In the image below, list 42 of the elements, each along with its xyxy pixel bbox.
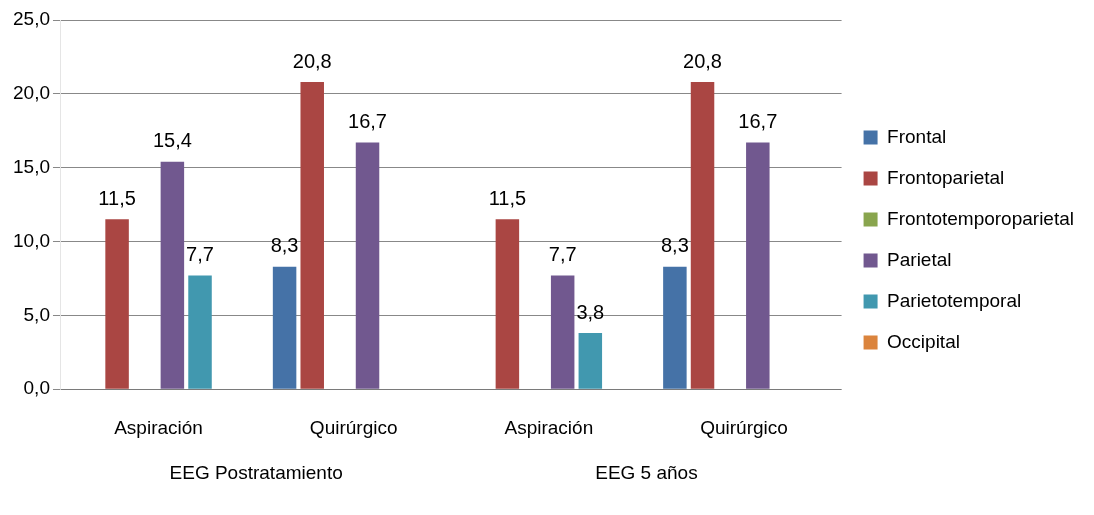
data-label: 3,8: [576, 300, 605, 323]
legend-label: Occipital: [887, 330, 960, 352]
data-label: 16,7: [738, 110, 778, 133]
x-tick-label: Quirúrgico: [700, 416, 788, 438]
y-tick-label: 25,0: [13, 8, 50, 30]
data-label: 8,3: [660, 234, 689, 257]
bar: [272, 266, 297, 389]
bar: [160, 161, 185, 389]
bar: [550, 275, 575, 389]
legend-label: Frontotemporoparietal: [887, 207, 1075, 229]
bar: [578, 333, 603, 389]
legend-label: Parietotemporal: [887, 289, 1022, 311]
text: EEG Postratamiento: [169, 462, 343, 484]
data-label: 20,8: [292, 49, 332, 72]
data-label: 15,4: [152, 129, 192, 152]
y-tick-label: 15,0: [13, 155, 50, 177]
bar: [663, 266, 687, 389]
text: EEG 5 años: [595, 462, 698, 484]
x-tick-label: Aspiración: [114, 416, 203, 438]
y-tick-label: 5,0: [23, 303, 50, 325]
bar: [746, 142, 770, 389]
data-label: 11,5: [488, 186, 527, 209]
data-label: 11,5: [98, 186, 136, 209]
x-tick-label: Aspiración: [504, 416, 594, 438]
y-tick-label: 20,0: [13, 82, 50, 104]
bar: [300, 82, 324, 389]
data-label: 20,8: [683, 49, 722, 72]
legend-label: Parietal: [887, 248, 952, 270]
data-label: 8,3: [270, 234, 299, 257]
bar: [495, 219, 520, 389]
data-label: 16,7: [348, 110, 387, 133]
bar: [690, 82, 715, 389]
y-tick-label: 0,0: [23, 377, 50, 399]
bar: [355, 142, 380, 389]
data-label: 7,7: [186, 243, 214, 265]
bar: [188, 275, 212, 389]
legend-label: Frontal: [887, 125, 947, 147]
legend-label: Frontoparietal: [887, 166, 1005, 188]
y-tick-label: 10,0: [13, 229, 50, 251]
bar: [105, 219, 129, 389]
x-tick-label: Quirúrgico: [309, 416, 398, 438]
data-label: 7,7: [548, 243, 577, 265]
